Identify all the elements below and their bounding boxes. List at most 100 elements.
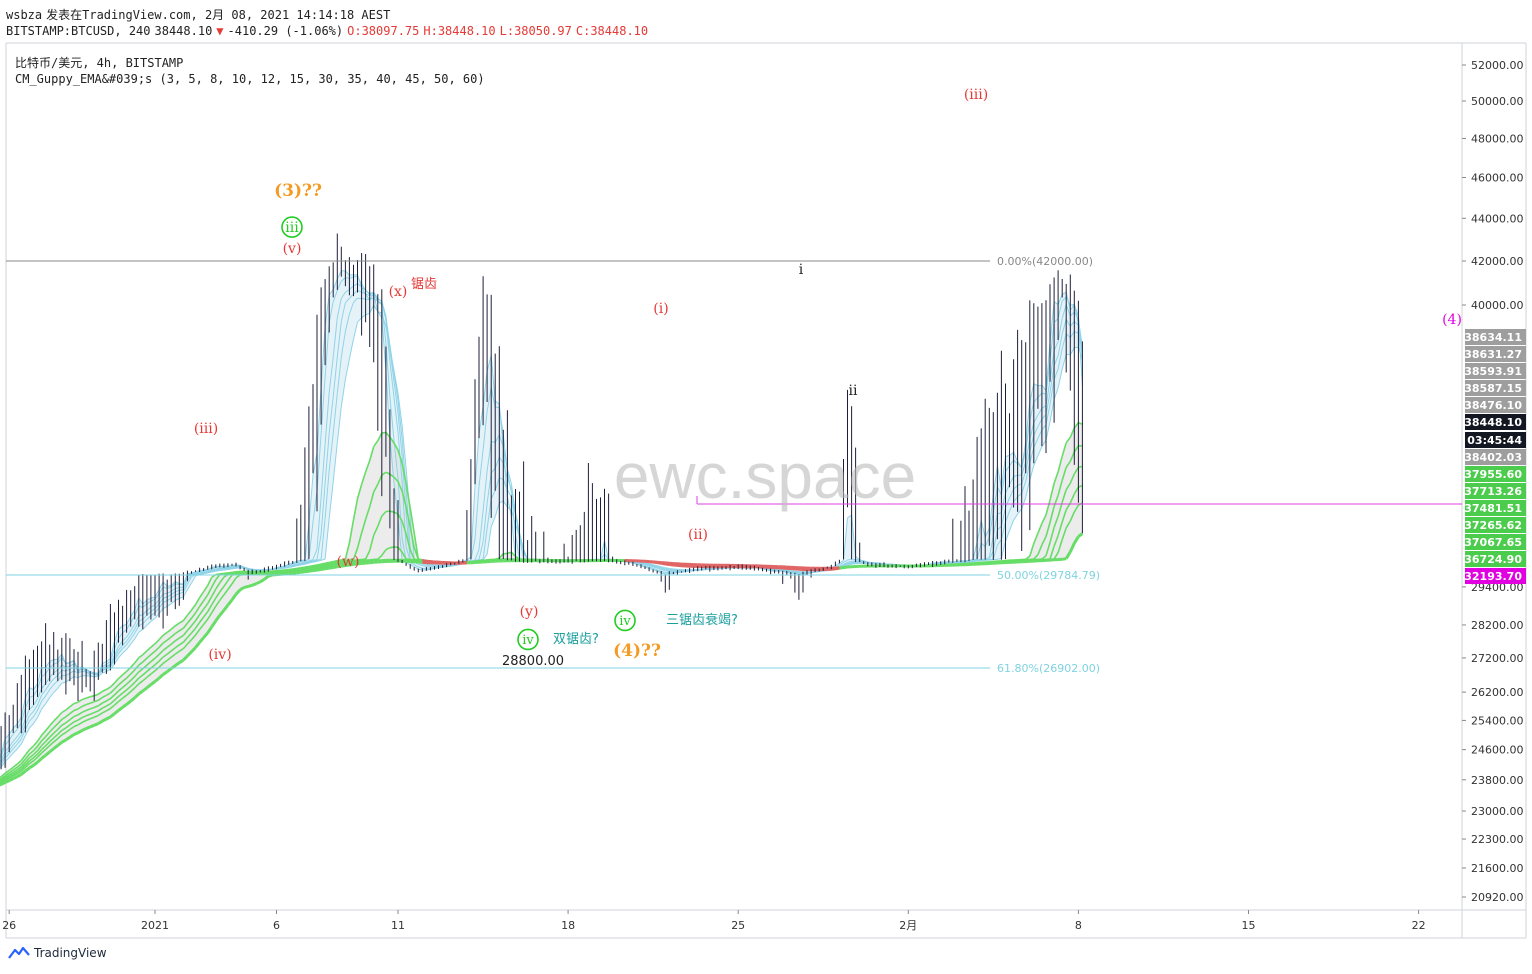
slow-ema-0 [198,591,205,599]
fast-ema-0 [0,753,2,756]
slow-ema-1 [138,661,144,666]
fast-ema-2 [24,709,30,719]
slow-ema-3 [73,719,79,723]
fast-ema-4 [122,644,127,649]
footer-brand[interactable]: TradingView [8,946,107,960]
indicator-legend[interactable]: CM_Guppy_EMA&#039;s (3, 5, 8, 10, 12, 15… [15,72,485,86]
fast-ema-5 [357,317,362,323]
slow-ema-5 [44,750,51,757]
fast-ema-3 [175,590,180,593]
fast-ema-0 [600,540,605,560]
fast-ema-3 [162,596,168,599]
fast-ema-0 [628,561,633,564]
fast-ema-4 [665,568,670,570]
fast-ema-5 [794,570,799,573]
fast-ema-0 [1049,301,1055,343]
slow-ema-0 [337,559,342,562]
slow-ema-3 [49,737,55,743]
slow-ema-band [0,422,1083,785]
slow-ema-1 [113,684,120,690]
fast-ema-0 [207,567,212,570]
fast-ema-3 [494,456,500,469]
slow-ema-3 [1049,545,1055,560]
fast-ema-3 [644,563,650,566]
fast-ema-1 [377,301,383,306]
series-legend[interactable]: 比特币/美元, 4h, BITSTAMP [15,56,184,70]
fast-ema-1 [16,722,22,730]
fast-ema-5 [146,621,152,626]
y-tick-label: 23000.00 [1471,805,1524,818]
fast-ema-5 [1077,347,1083,360]
fast-ema-2 [665,570,670,572]
slow-ema-2 [202,603,209,610]
slow-ema-1 [352,547,359,560]
fast-ema-5 [191,575,196,584]
fast-ema-0 [843,517,848,561]
slow-ema-4 [32,756,39,762]
slow-ema-4 [81,719,87,724]
slow-ema-3 [182,636,189,643]
slow-ema-1 [385,471,391,475]
fast-ema-1 [65,662,71,664]
slow-ema-3 [16,768,22,773]
fast-ema-1 [102,663,107,668]
slow-ema-1 [142,657,148,663]
slow-ema-4 [73,724,79,728]
slow-ema-3 [154,660,160,666]
fast-ema-5 [77,675,83,679]
slow-ema-5 [109,712,116,719]
fast-ema-4 [142,618,148,624]
fast-ema-5 [1066,353,1071,356]
fast-ema-4 [203,571,208,574]
fast-ema-5 [134,631,140,640]
slow-ema-5 [89,723,95,729]
fast-ema-1 [284,564,289,568]
slow-ema-0 [53,716,59,722]
slow-ema-4 [0,779,6,784]
price-tag-bg [1465,432,1526,448]
fast-ema-1 [61,657,67,664]
fast-ema-2 [644,564,650,567]
fast-ema-5 [1061,354,1067,370]
slow-ema-2 [49,732,55,738]
fast-ema-4 [126,638,132,645]
slow-ema-0 [117,674,124,680]
slow-ema-0 [113,678,120,684]
price-tag-bg [1465,329,1526,345]
slow-ema-0 [20,754,27,761]
fast-ema-3 [353,290,358,295]
fast-ema-0 [142,599,148,605]
fast-ema-2 [1013,474,1018,478]
fast-ema-4 [669,569,674,571]
slow-ema-1 [190,612,197,619]
slow-ema-1 [341,559,346,562]
fast-ema-3 [57,670,63,676]
slow-ema-2 [8,771,14,776]
fast-ema-0 [37,667,43,684]
slow-ema-2 [106,697,111,702]
wave-label: (iv) [208,647,231,663]
fast-ema-4 [166,597,172,602]
slow-ema-2 [329,563,334,566]
slow-ema-1 [360,519,367,534]
slow-ema-3 [377,554,383,560]
slow-ema-1 [320,563,326,566]
fast-ema-1 [195,571,200,574]
fast-ema-3 [361,291,366,295]
slow-ema-3 [198,616,205,623]
fast-ema-2 [118,640,124,647]
fast-ema-5 [1013,513,1019,521]
slow-ema-5 [36,757,43,764]
fast-ema-2 [482,470,488,511]
fast-ema-0 [288,562,293,565]
slow-ema-4 [194,629,201,636]
fast-ema-0 [211,565,216,569]
fast-ema-5 [507,506,512,511]
price-tag-bg [1465,551,1526,567]
fast-ema-4 [0,757,6,765]
publish-header: wsbza 发表在TradingView.com, 2月 08, 2021 14:… [6,6,394,23]
slow-ema-3 [1078,484,1083,488]
fast-ema-3 [8,744,14,751]
fast-ema-3 [992,529,998,551]
